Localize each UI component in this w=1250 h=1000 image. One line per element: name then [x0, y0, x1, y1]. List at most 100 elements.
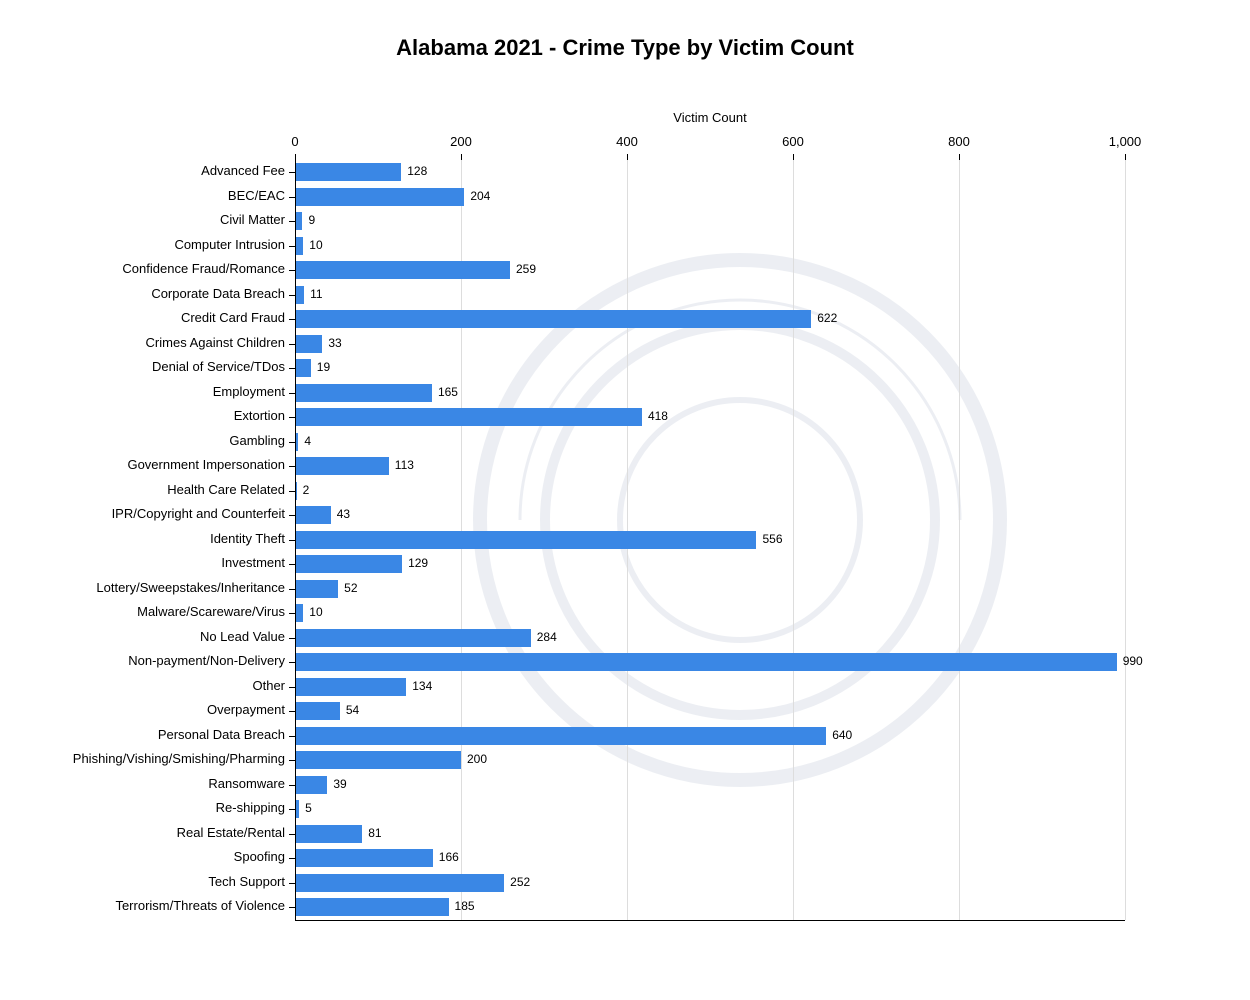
x-axis-label: 0	[291, 134, 298, 149]
x-axis-label: 400	[616, 134, 638, 149]
bar-value-label: 81	[368, 826, 381, 840]
bar	[295, 286, 304, 304]
bar-value-label: 5	[305, 801, 312, 815]
grid-line	[959, 160, 960, 920]
x-axis-label: 1,000	[1109, 134, 1142, 149]
bar	[295, 188, 464, 206]
y-axis-label: Other	[252, 678, 285, 693]
y-axis-label: Gambling	[229, 433, 285, 448]
chart-container: Alabama 2021 - Crime Type by Victim Coun…	[0, 0, 1250, 1000]
y-axis-label: Real Estate/Rental	[177, 825, 285, 840]
y-axis-label: Identity Theft	[210, 531, 285, 546]
y-axis-label: IPR/Copyright and Counterfeit	[112, 506, 285, 521]
bar	[295, 580, 338, 598]
bar-value-label: 9	[308, 213, 315, 227]
y-axis-label: Tech Support	[208, 874, 285, 889]
x-axis-label: 200	[450, 134, 472, 149]
bar-value-label: 11	[310, 287, 322, 301]
bar	[295, 776, 327, 794]
x-axis-label: 600	[782, 134, 804, 149]
y-axis-label: Terrorism/Threats of Violence	[115, 898, 285, 913]
y-axis-label: Lottery/Sweepstakes/Inheritance	[96, 580, 285, 595]
y-axis-label: Non-payment/Non-Delivery	[128, 653, 285, 668]
y-axis-label: Employment	[213, 384, 285, 399]
bar-value-label: 640	[832, 728, 852, 742]
bar	[295, 237, 303, 255]
y-axis-label: Ransomware	[208, 776, 285, 791]
bar-value-label: 39	[333, 777, 346, 791]
bar-value-label: 10	[309, 605, 322, 619]
bar-value-label: 19	[317, 360, 330, 374]
y-axis-label: Malware/Scareware/Virus	[137, 604, 285, 619]
y-axis-label: Computer Intrusion	[174, 237, 285, 252]
y-axis-label: Credit Card Fraud	[181, 310, 285, 325]
x-axis-tick	[461, 154, 462, 160]
y-axis-label: Denial of Service/TDos	[152, 359, 285, 374]
y-axis-label: Advanced Fee	[201, 163, 285, 178]
bar-value-label: 185	[455, 899, 475, 913]
bar-value-label: 259	[516, 262, 536, 276]
y-axis-label: Overpayment	[207, 702, 285, 717]
y-axis-label: Government Impersonation	[127, 457, 285, 472]
x-axis-tick	[793, 154, 794, 160]
bar-value-label: 418	[648, 409, 668, 423]
bar-value-label: 622	[817, 311, 837, 325]
bar	[295, 163, 401, 181]
y-axis-label: Corporate Data Breach	[151, 286, 285, 301]
chart-title: Alabama 2021 - Crime Type by Victim Coun…	[0, 35, 1250, 61]
bar-value-label: 2	[303, 483, 310, 497]
bar-value-label: 556	[762, 532, 782, 546]
bar-value-label: 990	[1123, 654, 1143, 668]
bar-value-label: 52	[344, 581, 357, 595]
grid-line	[793, 160, 794, 920]
y-axis-label: Extortion	[234, 408, 285, 423]
bar	[295, 531, 756, 549]
bar	[295, 604, 303, 622]
bar-value-label: 54	[346, 703, 359, 717]
bar	[295, 335, 322, 353]
bar	[295, 384, 432, 402]
x-axis-tick	[627, 154, 628, 160]
bar	[295, 751, 461, 769]
bar	[295, 506, 331, 524]
bar-value-label: 166	[439, 850, 459, 864]
y-axis-label: Confidence Fraud/Romance	[122, 261, 285, 276]
y-axis-label: Spoofing	[234, 849, 285, 864]
bar-value-label: 134	[412, 679, 432, 693]
bar	[295, 629, 531, 647]
x-axis-tick	[1125, 154, 1126, 160]
bar-value-label: 284	[537, 630, 557, 644]
bar	[295, 408, 642, 426]
bar-value-label: 4	[304, 434, 311, 448]
y-axis-label: Personal Data Breach	[158, 727, 285, 742]
x-axis-label: 800	[948, 134, 970, 149]
bar	[295, 653, 1117, 671]
bar	[295, 898, 449, 916]
y-axis-label: Health Care Related	[167, 482, 285, 497]
x-axis-line	[295, 920, 1125, 921]
bar	[295, 212, 302, 230]
y-axis-label: Re-shipping	[216, 800, 285, 815]
y-axis-label: BEC/EAC	[228, 188, 285, 203]
bar	[295, 310, 811, 328]
bar	[295, 261, 510, 279]
bar-value-label: 200	[467, 752, 487, 766]
y-axis-label: Crimes Against Children	[146, 335, 285, 350]
bar	[295, 457, 389, 475]
bar	[295, 849, 433, 867]
bar	[295, 359, 311, 377]
bar	[295, 702, 340, 720]
bar	[295, 678, 406, 696]
y-axis-label: Investment	[221, 555, 285, 570]
bar-value-label: 43	[337, 507, 350, 521]
bar	[295, 874, 504, 892]
bar-value-label: 129	[408, 556, 428, 570]
bar-value-label: 165	[438, 385, 458, 399]
bar-value-label: 128	[407, 164, 427, 178]
y-axis-label: Civil Matter	[220, 212, 285, 227]
bar-value-label: 204	[470, 189, 490, 203]
grid-line	[1125, 160, 1126, 920]
y-axis-label: Phishing/Vishing/Smishing/Pharming	[73, 751, 285, 766]
y-axis-line	[295, 154, 296, 920]
bar-value-label: 10	[309, 238, 322, 252]
